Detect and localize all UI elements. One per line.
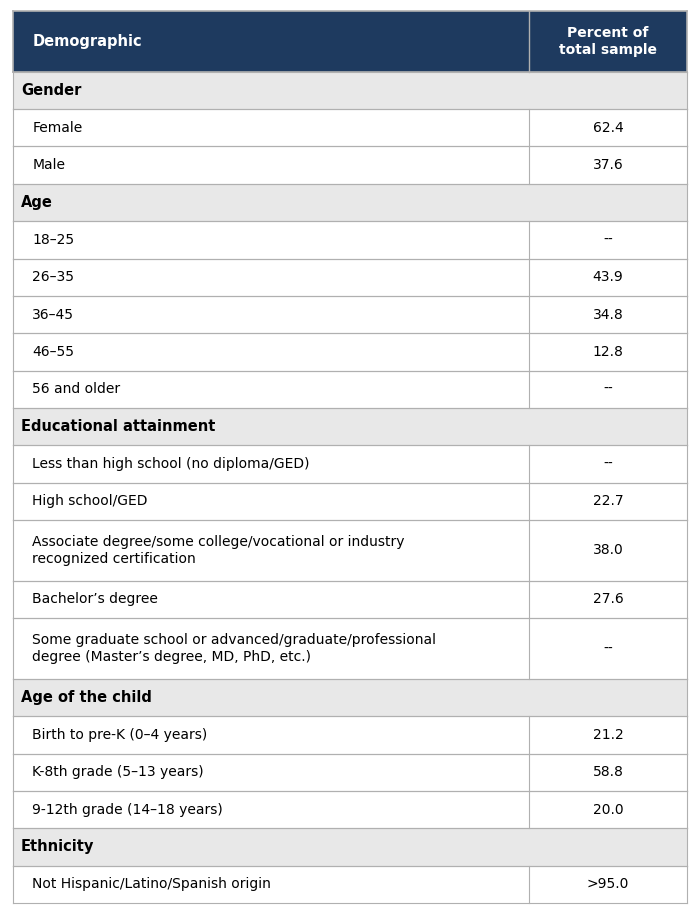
Text: K-8th grade (5–13 years): K-8th grade (5–13 years) [32, 765, 204, 780]
Text: 36–45: 36–45 [32, 307, 74, 322]
Bar [13, 717, 687, 753]
Bar [13, 259, 687, 296]
Text: Age: Age [21, 195, 53, 210]
Text: 34.8: 34.8 [593, 307, 624, 322]
Text: 62.4: 62.4 [593, 121, 624, 134]
Text: 56 and older: 56 and older [32, 382, 120, 397]
Text: Some graduate school or advanced/graduate/professional
degree (Master’s degree, : Some graduate school or advanced/graduat… [32, 632, 436, 664]
Text: Demographic: Demographic [32, 34, 142, 48]
Text: Percent of
total sample: Percent of total sample [559, 26, 657, 57]
Bar [13, 71, 687, 109]
Bar [13, 109, 687, 146]
Bar [13, 679, 687, 717]
Text: 21.2: 21.2 [593, 728, 624, 742]
Text: --: -- [603, 457, 613, 471]
Bar [13, 445, 687, 483]
Text: Age of the child: Age of the child [21, 690, 152, 705]
Bar [13, 408, 687, 445]
Text: Gender: Gender [21, 83, 81, 98]
Text: Not Hispanic/Latino/Spanish origin: Not Hispanic/Latino/Spanish origin [32, 877, 271, 891]
Text: 26–35: 26–35 [32, 271, 74, 284]
Text: 9-12th grade (14–18 years): 9-12th grade (14–18 years) [32, 802, 223, 816]
Text: 38.0: 38.0 [593, 544, 624, 558]
Text: Birth to pre-K (0–4 years): Birth to pre-K (0–4 years) [32, 728, 207, 742]
Text: 18–25: 18–25 [32, 233, 74, 247]
Bar [13, 520, 687, 580]
Text: Male: Male [32, 158, 65, 172]
Bar [13, 221, 687, 259]
Bar [13, 370, 687, 408]
Text: Educational attainment: Educational attainment [21, 420, 216, 434]
Text: 20.0: 20.0 [593, 802, 624, 816]
Bar [13, 828, 687, 866]
Bar [13, 11, 687, 71]
Bar [13, 753, 687, 791]
Bar [13, 580, 687, 618]
Text: 46–55: 46–55 [32, 345, 74, 359]
Bar [13, 791, 687, 828]
Text: Less than high school (no diploma/GED): Less than high school (no diploma/GED) [32, 457, 309, 471]
Text: --: -- [603, 642, 613, 655]
Bar [13, 184, 687, 221]
Text: Bachelor’s degree: Bachelor’s degree [32, 592, 158, 607]
Text: --: -- [603, 382, 613, 397]
Text: Associate degree/some college/vocational or industry
recognized certification: Associate degree/some college/vocational… [32, 535, 405, 566]
Text: 37.6: 37.6 [593, 158, 624, 172]
Text: High school/GED: High school/GED [32, 494, 148, 508]
Text: 22.7: 22.7 [593, 494, 624, 508]
Bar [13, 483, 687, 520]
Text: 12.8: 12.8 [593, 345, 624, 359]
Text: 58.8: 58.8 [593, 765, 624, 780]
Bar [13, 618, 687, 679]
Text: Female: Female [32, 121, 83, 134]
Bar [13, 146, 687, 184]
Text: 27.6: 27.6 [593, 592, 624, 607]
Bar [13, 334, 687, 370]
Text: >95.0: >95.0 [587, 877, 629, 891]
Bar [13, 866, 687, 903]
Bar [13, 296, 687, 334]
Text: --: -- [603, 233, 613, 247]
Text: Ethnicity: Ethnicity [21, 839, 94, 855]
Text: 43.9: 43.9 [593, 271, 624, 284]
